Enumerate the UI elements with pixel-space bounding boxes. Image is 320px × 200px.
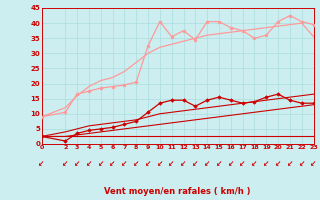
Text: ↙: ↙	[192, 160, 198, 168]
Text: ↙: ↙	[204, 160, 210, 168]
Text: ↙: ↙	[157, 160, 163, 168]
Text: ↙: ↙	[287, 160, 293, 168]
Text: ↙: ↙	[239, 160, 246, 168]
Text: ↙: ↙	[121, 160, 128, 168]
Text: ↙: ↙	[98, 160, 104, 168]
Text: ↙: ↙	[216, 160, 222, 168]
Text: ↙: ↙	[109, 160, 116, 168]
Text: ↙: ↙	[145, 160, 151, 168]
Text: ↙: ↙	[169, 160, 175, 168]
Text: ↙: ↙	[38, 160, 45, 168]
Text: Vent moyen/en rafales ( km/h ): Vent moyen/en rafales ( km/h )	[104, 187, 251, 196]
Text: ↙: ↙	[133, 160, 140, 168]
Text: ↙: ↙	[251, 160, 258, 168]
Text: ↙: ↙	[228, 160, 234, 168]
Text: ↙: ↙	[310, 160, 317, 168]
Text: ↙: ↙	[86, 160, 92, 168]
Text: ↙: ↙	[180, 160, 187, 168]
Text: ↙: ↙	[263, 160, 269, 168]
Text: ↙: ↙	[62, 160, 68, 168]
Text: ↙: ↙	[74, 160, 80, 168]
Text: ↙: ↙	[299, 160, 305, 168]
Text: ↙: ↙	[275, 160, 281, 168]
